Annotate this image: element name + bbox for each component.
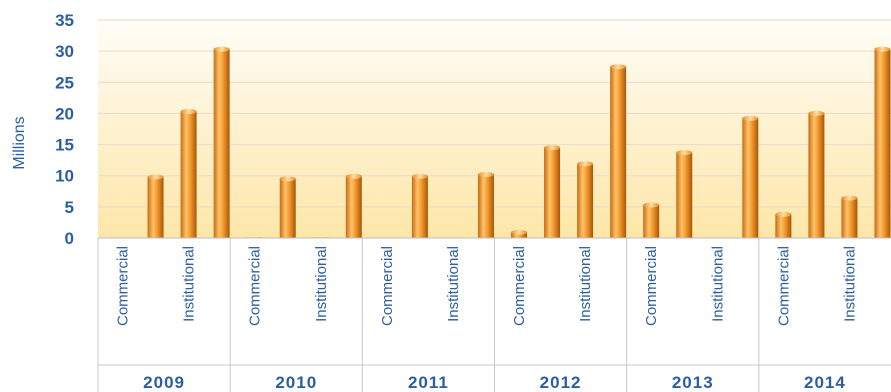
y-tick-label: 20 — [55, 104, 74, 123]
y-tick-label: 0 — [65, 229, 74, 248]
bar-cap — [808, 110, 825, 116]
bar-cap — [577, 161, 594, 167]
category-label: Commercial — [247, 246, 264, 326]
bar-cap — [610, 64, 627, 70]
bar-cap — [477, 171, 494, 177]
bar — [643, 204, 660, 238]
bar — [610, 66, 627, 238]
category-label: Commercial — [643, 246, 660, 326]
bar — [180, 111, 197, 238]
bars — [147, 46, 891, 238]
group-label: 2010 — [275, 373, 317, 392]
bar — [213, 49, 230, 238]
category-label: Commercial — [775, 246, 792, 326]
bar-cap — [874, 46, 891, 52]
bar — [345, 176, 362, 238]
bar-cap — [544, 145, 561, 151]
category-label: Commercial — [115, 246, 132, 326]
category-label: Institutional — [841, 246, 858, 322]
category-label: Commercial — [511, 246, 528, 326]
bar — [544, 147, 561, 238]
bar — [511, 232, 528, 238]
bar-cap — [411, 173, 428, 179]
bar-cap — [279, 176, 296, 182]
bar — [676, 152, 693, 238]
y-tick-label: 25 — [55, 73, 74, 92]
category-label: Institutional — [181, 246, 198, 322]
y-tick-label: 30 — [55, 42, 74, 61]
bar — [874, 49, 891, 238]
bar — [279, 178, 296, 238]
category-label: Institutional — [445, 246, 462, 322]
y-tick-label: 15 — [55, 136, 74, 155]
bar — [477, 174, 494, 238]
plot-background — [98, 20, 891, 238]
y-tick-label: 10 — [55, 167, 74, 186]
category-label: Institutional — [709, 246, 726, 322]
bar — [147, 176, 164, 238]
bar — [841, 198, 858, 238]
group-label: 2014 — [804, 373, 846, 392]
y-axis-title: Millions — [11, 116, 28, 169]
x-axis: Commercial Institutional 2009 Commercial Ins… — [97, 237, 891, 392]
y-axis-ticks: 0 5 10 15 20 25 30 35 — [55, 11, 74, 248]
bar-cap — [180, 109, 197, 115]
gridlines — [98, 19, 891, 208]
y-tick-label: 35 — [55, 11, 74, 30]
category-label: Institutional — [313, 246, 330, 322]
category-label: Institutional — [577, 246, 594, 322]
bar — [808, 113, 825, 238]
bar — [775, 214, 792, 238]
category-label: Commercial — [379, 246, 396, 326]
bar-cap — [213, 46, 230, 52]
bar-cap — [147, 174, 164, 180]
group-label: 2013 — [672, 373, 714, 392]
bar-cap — [841, 195, 858, 201]
bar-cap — [511, 229, 528, 235]
bar-cap — [676, 150, 693, 156]
group-label: 2012 — [540, 373, 582, 392]
group-label: 2011 — [408, 373, 449, 392]
bar-cap — [742, 115, 759, 121]
group-label: 2009 — [143, 373, 185, 392]
bar-cap — [643, 202, 660, 208]
bar — [742, 118, 759, 238]
bar-cap — [345, 173, 362, 179]
bar — [577, 163, 594, 238]
bar — [411, 176, 428, 238]
bar-cap — [775, 211, 792, 217]
y-tick-label: 5 — [65, 198, 74, 217]
